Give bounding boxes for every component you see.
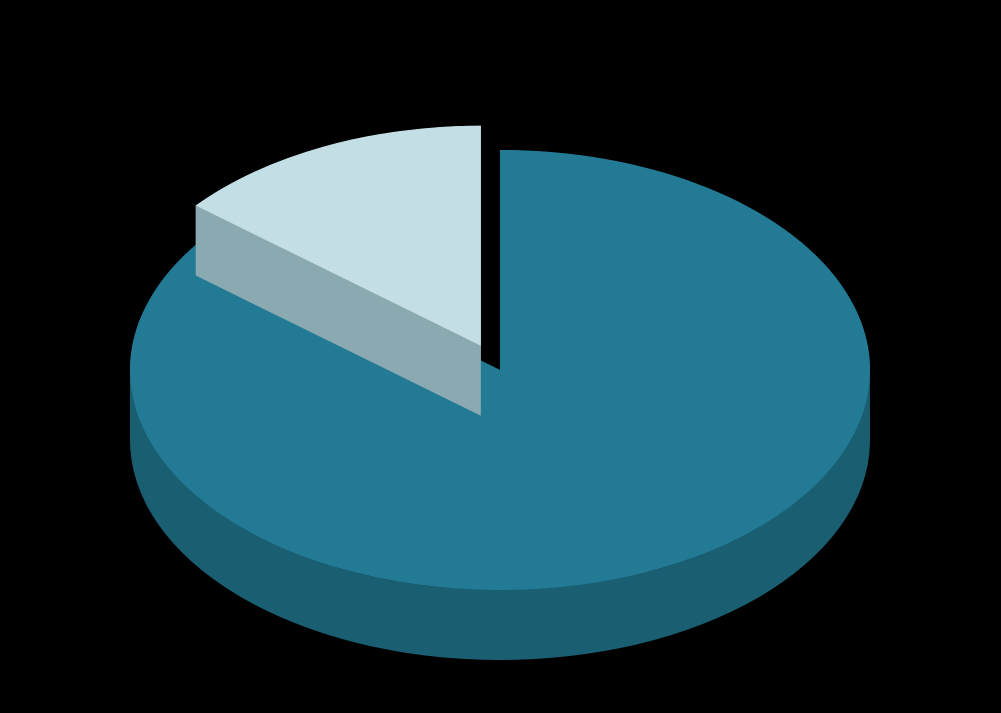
- pie-chart-3d: [0, 0, 1001, 713]
